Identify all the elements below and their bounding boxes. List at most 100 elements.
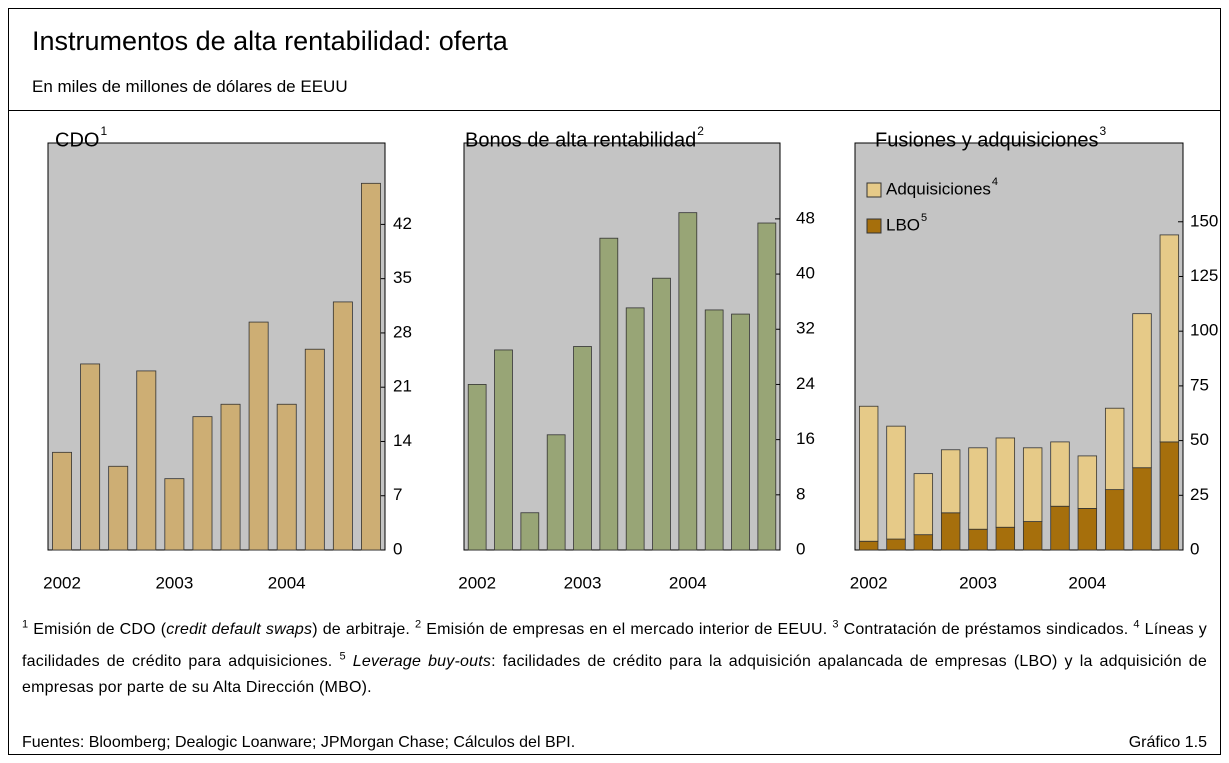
y-tick-label: 42 [393, 214, 412, 233]
x-tick-label: 2002 [458, 573, 496, 592]
bar-segment [940, 449, 961, 514]
plot-area [854, 142, 1184, 551]
bar-segment [1132, 467, 1152, 551]
bar [520, 512, 540, 551]
bar-segment [1050, 505, 1070, 551]
y-tick-label: 40 [796, 264, 815, 283]
footnote-mark: 5 [339, 650, 346, 663]
y-tick-label: 35 [393, 268, 412, 287]
bar [276, 403, 297, 551]
legend-swatch [866, 218, 882, 234]
chart-title-note: 2 [697, 124, 704, 138]
chart-title-note: 1 [100, 124, 107, 138]
legend-note: 5 [921, 212, 927, 224]
y-tick-label: 14 [393, 431, 412, 450]
bar [546, 434, 566, 551]
bar [625, 307, 645, 551]
bar [164, 478, 185, 551]
figure-subtitle: En miles de millones de dólares de EEUU [32, 77, 348, 96]
bar-segment [1050, 441, 1070, 507]
bar [304, 348, 325, 551]
chart-title: Fusiones y adquisiciones [875, 129, 1098, 151]
y-tick-label: 0 [393, 539, 402, 558]
chart-title: Bonos de alta rentabilidad [465, 129, 696, 151]
footnote-text: Emisión de CDO ( [33, 621, 167, 639]
bar [678, 212, 698, 551]
y-tick-label: 100 [1190, 321, 1218, 340]
footnote-mark: 3 [832, 619, 839, 631]
bar-segment [1104, 407, 1125, 491]
bar-segment [886, 538, 906, 551]
x-tick-label: 2003 [959, 573, 997, 592]
bar-segment [1104, 489, 1125, 551]
bar-segment [1159, 441, 1180, 551]
footnote-text: Leverage buy-outs [352, 652, 492, 670]
footnote-mark: 2 [415, 619, 422, 631]
sources: Fuentes: Bloomberg; Dealogic Loanware; J… [22, 734, 576, 751]
bar [757, 222, 777, 551]
y-tick-label: 75 [1190, 375, 1209, 394]
chart-title-note: 3 [1099, 124, 1106, 138]
bar [361, 182, 381, 551]
x-tick-label: 2002 [850, 573, 888, 592]
bar [248, 321, 269, 551]
y-tick-label: 125 [1190, 266, 1218, 285]
footnote: 4 Líneas y facilidades de crédito para a… [22, 619, 1208, 670]
y-tick-label: 0 [1190, 539, 1199, 558]
legend-label: LBO [886, 215, 920, 234]
bar [467, 384, 487, 551]
footnote-text: Contratación de préstamos sindicados. [843, 621, 1129, 639]
chart-title: CDO [55, 129, 99, 151]
footnote-text: : facilidades de crédito para la adquisi… [22, 652, 1207, 696]
footnote: 2 Emisión de empresas en el mercado inte… [415, 619, 827, 638]
bar [599, 237, 619, 551]
y-tick-label: 7 [393, 485, 402, 504]
plot-area [463, 142, 781, 551]
bar-segment [1077, 455, 1098, 509]
bar [731, 313, 750, 551]
bar-segment [913, 534, 934, 551]
bar-segment [1022, 521, 1043, 551]
plot-area [47, 142, 386, 551]
footnote: 1 Emisión de CDO (credit default swaps) … [22, 619, 411, 639]
footnote-mark: 1 [22, 619, 29, 631]
bar-segment [1159, 234, 1180, 443]
bar-segment [1022, 447, 1043, 522]
footnote-text: Líneas y facilidades de crédito para adq… [22, 621, 1208, 670]
y-tick-label: 16 [796, 429, 815, 448]
bar [494, 349, 513, 551]
y-tick-label: 21 [393, 377, 412, 396]
y-tick-label: 8 [796, 484, 805, 503]
bar-segment [1132, 313, 1152, 469]
bar [108, 465, 129, 551]
bar [52, 451, 72, 551]
bar [332, 301, 353, 551]
legend-note: 4 [992, 176, 998, 188]
bar [652, 277, 671, 551]
y-tick-label: 150 [1190, 211, 1218, 230]
figure-title: Instrumentos de alta rentabilidad: ofert… [32, 26, 508, 56]
x-tick-label: 2003 [564, 573, 602, 592]
bar-segment [1077, 508, 1098, 551]
x-tick-label: 2004 [669, 573, 707, 592]
bar [220, 403, 241, 551]
footnote-mark: 4 [1133, 619, 1140, 631]
x-tick-label: 2004 [268, 573, 306, 592]
x-tick-label: 2003 [155, 573, 193, 592]
footnote-text: ) de arbitraje. [312, 621, 411, 639]
y-tick-label: 24 [796, 374, 815, 393]
legend-swatch [866, 182, 882, 198]
bar-segment [858, 540, 879, 551]
y-tick-label: 0 [796, 539, 805, 558]
bar-segment [995, 526, 1016, 551]
bar-segment [858, 405, 879, 542]
legend-label: Adquisiciones [886, 179, 991, 198]
bar-segment [968, 447, 988, 530]
y-tick-label: 28 [393, 322, 412, 341]
bar [704, 309, 724, 551]
x-tick-label: 2002 [43, 573, 81, 592]
footnote: 5 Leverage buy-outs: facilidades de créd… [22, 650, 1207, 696]
bar-segment [913, 473, 934, 536]
